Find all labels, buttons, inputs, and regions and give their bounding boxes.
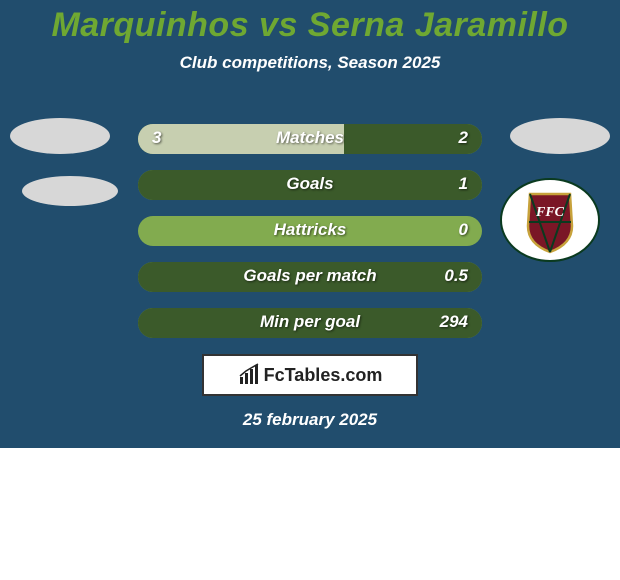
stat-rows: Matches3 2 Goals1 Hattricks0 Goals per match… — [138, 124, 482, 354]
brand-chart-icon — [238, 363, 262, 387]
stat-row: Goals per match0.5 — [138, 262, 482, 292]
stat-row: Matches3 2 — [138, 124, 482, 154]
stat-row-label: Matches — [138, 128, 482, 148]
stat-row-right-value: 1 — [459, 174, 468, 194]
stat-row-right-value: 294 — [440, 312, 468, 332]
stat-row-label: Min per goal — [138, 312, 482, 332]
brand-box[interactable]: FcTables.com — [202, 354, 418, 396]
player-left-oval-2 — [22, 176, 118, 206]
stat-row-left-value: 3 — [152, 128, 161, 148]
stat-row-label: Goals — [138, 174, 482, 194]
stat-row-label: Goals per match — [138, 266, 482, 286]
stat-row-right-value: 0.5 — [444, 266, 468, 286]
club-crest-right: FFC — [500, 178, 600, 262]
comparison-card: Marquinhos vs Serna Jaramillo Club compe… — [0, 0, 620, 448]
page-title: Marquinhos vs Serna Jaramillo — [0, 0, 620, 45]
brand-text: FcTables.com — [264, 365, 383, 386]
player-left-oval-1 — [10, 118, 110, 154]
stat-row-right-value: 0 — [459, 220, 468, 240]
fluminense-crest-icon: FFC — [500, 178, 600, 262]
stat-row: Goals1 — [138, 170, 482, 200]
stat-row: Min per goal294 — [138, 308, 482, 338]
stat-row: Hattricks0 — [138, 216, 482, 246]
stat-row-right-value: 2 — [459, 128, 468, 148]
date-stamp: 25 february 2025 — [0, 410, 620, 430]
player-right-oval-1 — [510, 118, 610, 154]
stat-row-label: Hattricks — [138, 220, 482, 240]
crest-monogram: FFC — [535, 205, 565, 220]
subtitle: Club competitions, Season 2025 — [0, 53, 620, 73]
